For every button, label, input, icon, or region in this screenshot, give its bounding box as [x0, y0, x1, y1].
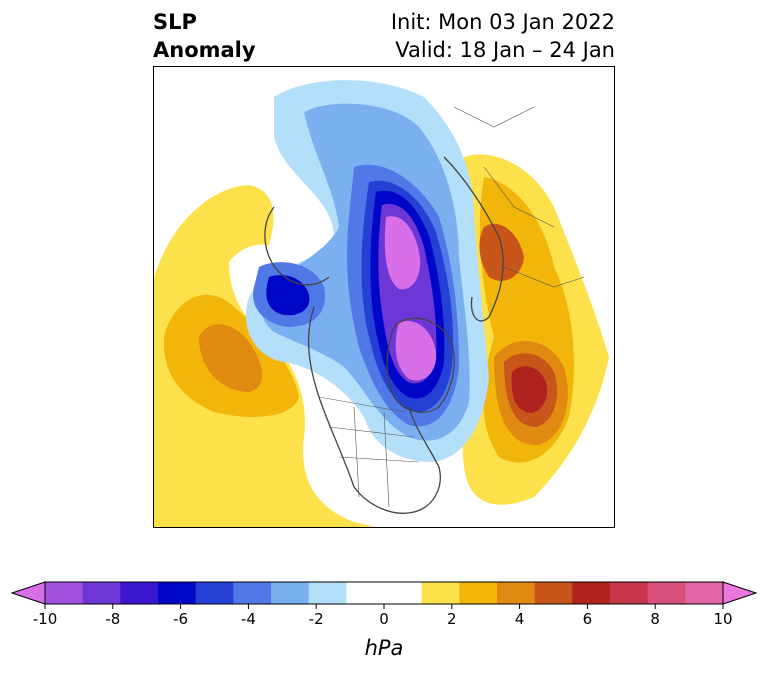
colorbar-graphic: -10 -8 -6 -4 -2 0 2 4 6 8 10 [10, 581, 758, 628]
atlantic-positive-core [511, 366, 548, 413]
colorbar-bin [195, 582, 234, 604]
colorbar-tick-label: 6 [583, 610, 593, 628]
title-block-left: SLP Anomaly [153, 8, 256, 64]
colorbar-bin [384, 582, 423, 604]
alaska-low-core [266, 275, 310, 316]
colorbar-tick-label: 10 [713, 610, 732, 628]
colorbar: -10 -8 -6 -4 -2 0 2 4 6 8 10 [0, 570, 768, 670]
colorbar-tick-label: 4 [515, 610, 525, 628]
alaska-coast [264, 206, 330, 286]
pacific-positive-core [199, 324, 263, 392]
colorbar-tick-label: -4 [241, 610, 256, 628]
colorbar-tick-label: 8 [650, 610, 660, 628]
colorbar-tick-label: -8 [105, 610, 120, 628]
siberia-positive-core [479, 223, 524, 281]
us-state-borders [318, 396, 420, 508]
colorbar-bin [82, 582, 121, 604]
init-date-label: Init: Mon 03 Jan 2022 [390, 10, 615, 34]
colorbar-bin [572, 582, 611, 604]
anomaly-map [154, 80, 609, 527]
colorbar-bin [459, 582, 498, 604]
colorbar-bin [610, 582, 649, 604]
map-panel [153, 66, 615, 528]
colorbar-tick-label: -2 [309, 610, 324, 628]
colorbar-bin [45, 582, 84, 604]
colorbar-unit-label: hPa [364, 636, 404, 660]
colorbar-bin [534, 582, 573, 604]
colorbar-tick-label: 2 [447, 610, 457, 628]
colorbar-bin [271, 582, 310, 604]
colorbar-bin [685, 582, 724, 604]
colorbar-bin [308, 582, 347, 604]
colorbar-bin [158, 582, 197, 604]
borders [318, 106, 585, 508]
colorbar-extend-max [722, 581, 758, 605]
eurasia-borders [453, 106, 585, 288]
colorbar-bin [497, 582, 536, 604]
north-america-coast [307, 306, 441, 514]
colorbar-extend-min [10, 581, 46, 605]
arctic-low-core-1 [384, 216, 421, 290]
colorbar-bin [120, 582, 159, 604]
eurasia-coast [443, 156, 504, 322]
title-field-type: Anomaly [153, 38, 256, 62]
title-field-name: SLP [153, 10, 197, 34]
colorbar-tick-label: 0 [379, 610, 389, 628]
valid-range-label: Valid: 18 Jan – 24 Jan [395, 38, 615, 62]
colorbar-bin [647, 582, 686, 604]
colorbar-bin [233, 582, 272, 604]
greenland-coast [386, 317, 455, 413]
colorbar-tick-label: -10 [33, 610, 58, 628]
title-block-right: Init: Mon 03 Jan 2022 Valid: 18 Jan – 24… [391, 8, 615, 64]
arctic-low-core-2 [395, 320, 437, 381]
colorbar-bin [421, 582, 460, 604]
colorbar-bin [346, 582, 385, 604]
coastlines [264, 156, 504, 514]
colorbar-tick-label: -6 [173, 610, 188, 628]
